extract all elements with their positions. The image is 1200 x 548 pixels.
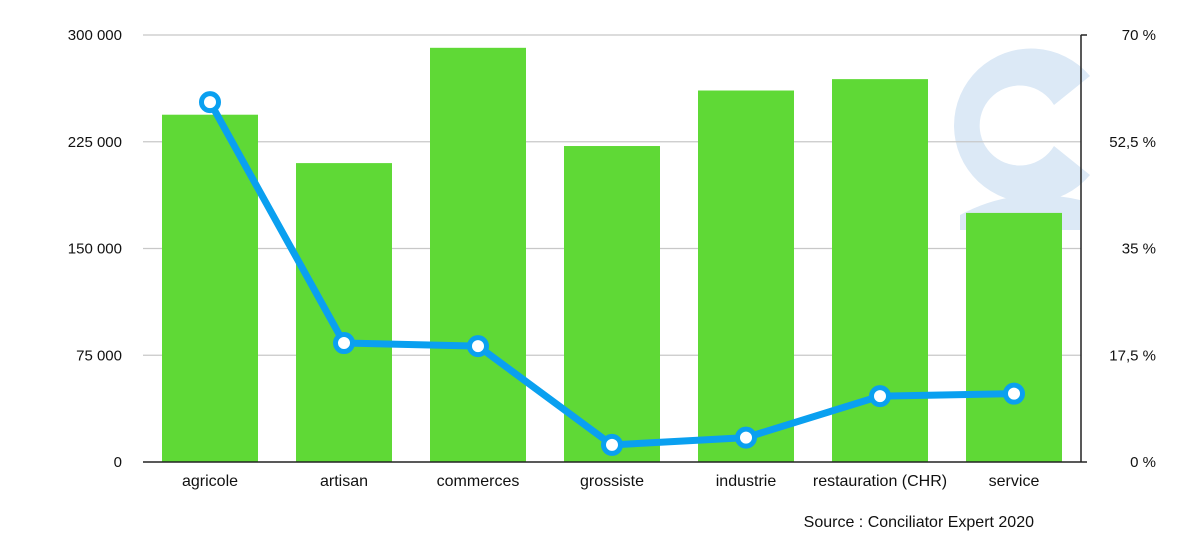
bar bbox=[162, 114, 258, 462]
conciliator-logo-icon bbox=[954, 48, 1090, 203]
category-label: restauration (CHR) bbox=[813, 473, 947, 490]
category-label: industrie bbox=[716, 473, 777, 490]
left-axis-ticks: 0 75 000 150 000 225 000 300 000 bbox=[68, 27, 122, 471]
right-tick-label: 35 % bbox=[1122, 241, 1156, 258]
category-label: artisan bbox=[320, 473, 368, 490]
line-point bbox=[1003, 382, 1025, 405]
right-tick-label: 0 % bbox=[1130, 454, 1156, 471]
bar bbox=[966, 212, 1062, 462]
bar bbox=[430, 47, 526, 463]
category-label: grossiste bbox=[580, 473, 644, 490]
left-tick-label: 225 000 bbox=[68, 134, 122, 151]
category-label: commerces bbox=[437, 473, 520, 490]
line-point bbox=[467, 335, 489, 358]
category-label: service bbox=[989, 473, 1040, 490]
right-tick-label: 52,5 % bbox=[1109, 134, 1156, 151]
line-series bbox=[199, 91, 1025, 456]
line-point bbox=[199, 91, 221, 114]
category-labels: agricole artisan commerces grossiste industr… bbox=[182, 473, 1039, 490]
category-label: agricole bbox=[182, 473, 238, 490]
left-tick-label: 300 000 bbox=[68, 27, 122, 44]
line-point bbox=[869, 385, 891, 408]
right-tick-label: 70 % bbox=[1122, 27, 1156, 44]
line-point bbox=[601, 433, 623, 456]
bar bbox=[698, 90, 794, 462]
bar bbox=[296, 163, 392, 462]
source-note: Source : Conciliator Expert 2020 bbox=[803, 514, 1034, 531]
left-tick-label: 0 bbox=[114, 454, 122, 471]
bar bbox=[564, 146, 660, 462]
left-tick-label: 75 000 bbox=[76, 347, 122, 364]
left-tick-label: 150 000 bbox=[68, 241, 122, 258]
axes bbox=[143, 34, 1087, 463]
bar-series bbox=[162, 47, 1062, 463]
line-point bbox=[333, 332, 355, 355]
right-axis-ticks: 0 % 17,5 % 35 % 52,5 % 70 % bbox=[1109, 27, 1156, 471]
right-tick-label: 17,5 % bbox=[1109, 347, 1156, 364]
line-point bbox=[735, 426, 757, 449]
watermark-logo bbox=[954, 48, 1090, 230]
